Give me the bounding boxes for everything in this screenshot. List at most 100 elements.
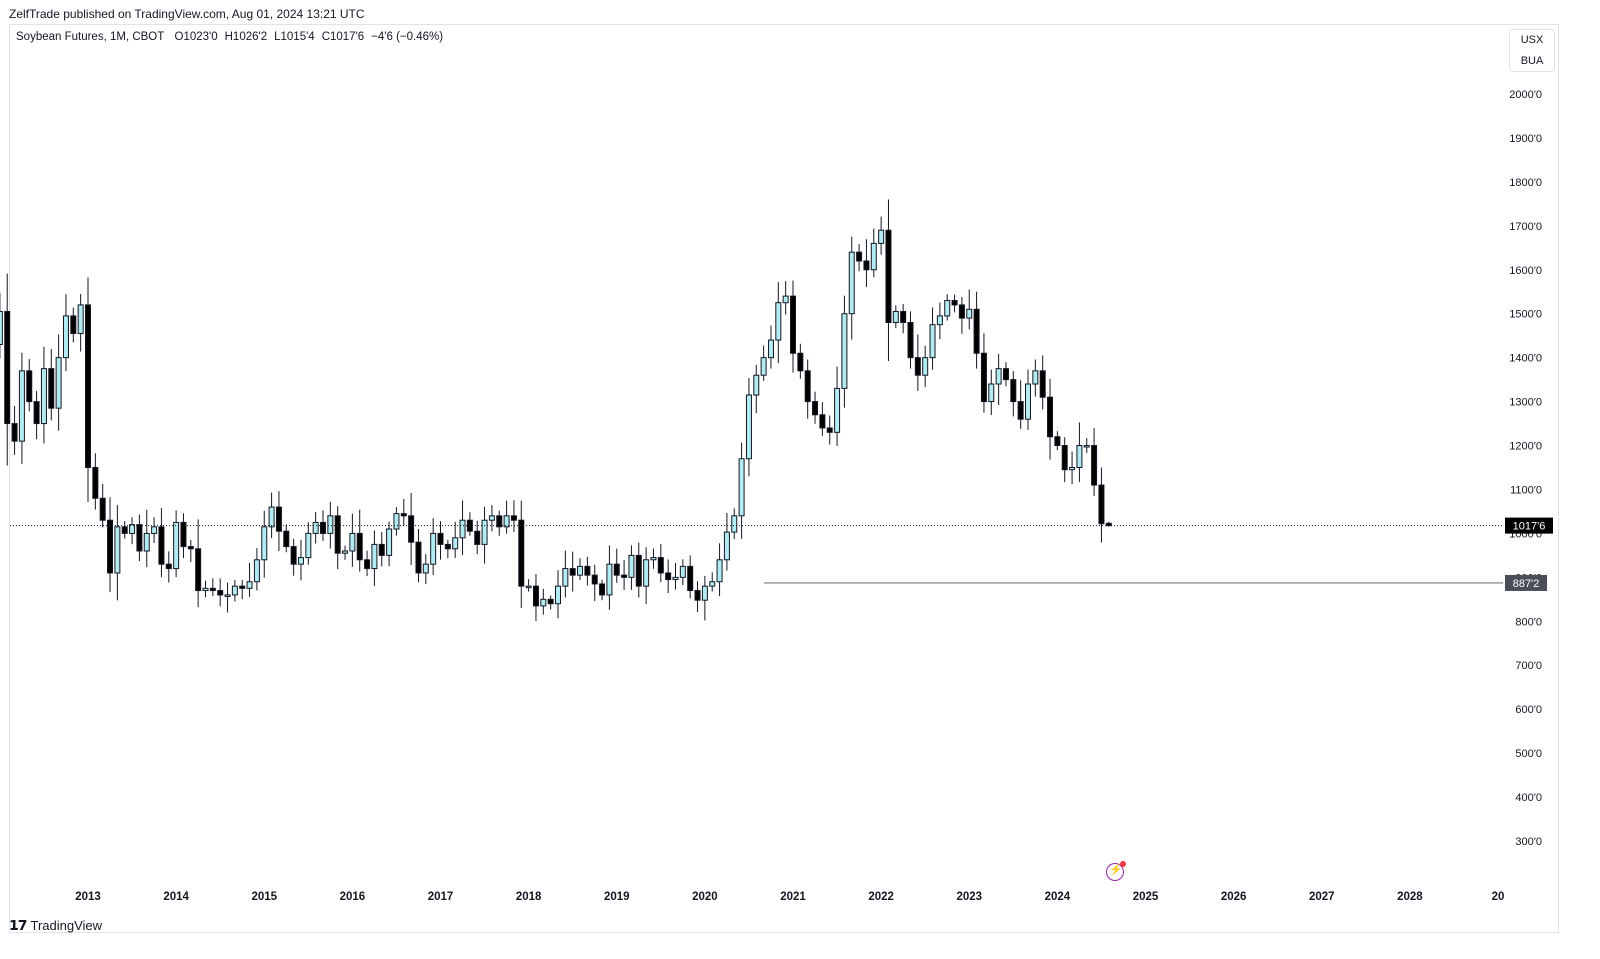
candle-down bbox=[275, 506, 282, 532]
candle-up bbox=[151, 526, 158, 534]
candle-up bbox=[892, 311, 899, 323]
candle-down bbox=[826, 427, 833, 433]
candle-down bbox=[1061, 445, 1068, 471]
candle-up bbox=[143, 532, 150, 552]
candle-down bbox=[547, 598, 554, 605]
candle-down bbox=[797, 352, 804, 372]
candle-down bbox=[283, 530, 290, 548]
candle-down bbox=[437, 532, 444, 545]
y-tick-label: 500'0 bbox=[1515, 748, 1542, 760]
candle-down bbox=[364, 559, 371, 570]
candle-up bbox=[540, 598, 547, 607]
candle-down bbox=[320, 521, 326, 534]
candle-up bbox=[77, 304, 84, 334]
candle-down bbox=[951, 300, 958, 306]
candle-down bbox=[1010, 379, 1017, 403]
candle-down bbox=[496, 515, 503, 528]
y-tick-label: 400'0 bbox=[1515, 792, 1542, 804]
y-tick-label: 1200'0 bbox=[1509, 441, 1542, 453]
x-tick-label: 2017 bbox=[428, 891, 454, 903]
candle-up bbox=[745, 394, 752, 460]
candle-up bbox=[386, 528, 393, 556]
candle-down bbox=[665, 572, 672, 581]
candle-up bbox=[988, 383, 995, 403]
candle-down bbox=[790, 295, 796, 354]
candle-down bbox=[613, 563, 620, 576]
candle-up bbox=[173, 521, 180, 570]
candle-up bbox=[709, 581, 716, 587]
candle-down bbox=[1002, 368, 1009, 381]
brand-name: TradingView bbox=[30, 918, 103, 933]
candle-up bbox=[701, 585, 708, 601]
candle-down bbox=[217, 590, 224, 596]
candle-up bbox=[525, 585, 532, 589]
candle-up bbox=[643, 559, 650, 587]
x-tick-label: 2020 bbox=[692, 891, 718, 903]
y-tick-label: 1400'0 bbox=[1509, 353, 1542, 365]
candle-down bbox=[621, 574, 628, 578]
candle-down bbox=[599, 583, 606, 596]
candle-up bbox=[342, 550, 349, 554]
symbol-name[interactable]: Soybean Futures, 1M, CBOT bbox=[16, 31, 165, 43]
y-tick-label: 600'0 bbox=[1515, 704, 1542, 716]
symbol-legend: Soybean Futures, 1M, CBOT O1023'0 H1026'2… bbox=[16, 31, 450, 43]
x-tick-label: 2013 bbox=[75, 891, 101, 903]
candle-down bbox=[1017, 401, 1024, 420]
y-tick-label: 700'0 bbox=[1515, 660, 1542, 672]
candle-down bbox=[635, 554, 642, 587]
candle-down bbox=[657, 557, 664, 574]
publisher-credit: ZelfTrade published on TradingView.com, … bbox=[9, 7, 365, 21]
support-level-label: 887'2 bbox=[1513, 578, 1540, 590]
low-value: L1015'4 bbox=[274, 31, 315, 43]
candle-down bbox=[1054, 436, 1061, 447]
candle-down bbox=[121, 526, 128, 534]
candle-up bbox=[202, 587, 209, 592]
tradingview-logo-icon: 𝟭𝟳 bbox=[9, 917, 28, 933]
high-value: H1026'2 bbox=[224, 31, 268, 43]
candle-up bbox=[452, 537, 459, 550]
candle-up bbox=[1083, 445, 1090, 448]
lightning-icon[interactable] bbox=[1106, 861, 1126, 881]
candle-down bbox=[812, 401, 819, 416]
x-tick-label: 2014 bbox=[163, 891, 189, 903]
chart-frame bbox=[9, 24, 1559, 933]
x-tick-label: 2023 bbox=[956, 891, 982, 903]
candle-up bbox=[18, 370, 25, 442]
candle-up bbox=[606, 563, 613, 596]
candle-up bbox=[966, 308, 973, 319]
price-unit-selector[interactable]: USX BUA bbox=[1509, 29, 1555, 72]
candle-up bbox=[393, 513, 400, 530]
candle-up bbox=[878, 229, 885, 244]
candle-down bbox=[900, 311, 907, 323]
candle-down bbox=[1098, 484, 1105, 525]
candle-down bbox=[378, 543, 385, 556]
candle-down bbox=[532, 585, 539, 607]
x-tick-label: 2024 bbox=[1045, 891, 1071, 903]
candle-up bbox=[738, 458, 745, 517]
candle-up bbox=[1076, 445, 1083, 469]
candle-up bbox=[114, 526, 121, 574]
y-tick-label: 1500'0 bbox=[1509, 309, 1542, 321]
unit-usx[interactable]: USX bbox=[1520, 34, 1544, 46]
x-tick-label: 2016 bbox=[340, 891, 366, 903]
candle-down bbox=[356, 532, 363, 561]
candle-down bbox=[400, 513, 407, 517]
candle-down bbox=[85, 304, 91, 468]
notification-dot bbox=[1120, 861, 1126, 867]
candle-down bbox=[687, 565, 694, 592]
candle-down bbox=[885, 229, 892, 323]
candle-up bbox=[62, 315, 69, 359]
unit-bua[interactable]: BUA bbox=[1520, 55, 1544, 67]
candle-down bbox=[444, 543, 451, 550]
change-value: −4'6 (−0.46%) bbox=[371, 31, 444, 43]
candle-down bbox=[334, 515, 341, 554]
candle-up bbox=[753, 374, 760, 396]
candle-up bbox=[371, 543, 378, 570]
candle-up bbox=[430, 532, 437, 565]
candle-up bbox=[995, 368, 1002, 385]
candle-down bbox=[92, 467, 99, 499]
candle-down bbox=[510, 515, 517, 521]
candle-up bbox=[577, 565, 584, 576]
candle-up bbox=[40, 368, 47, 425]
